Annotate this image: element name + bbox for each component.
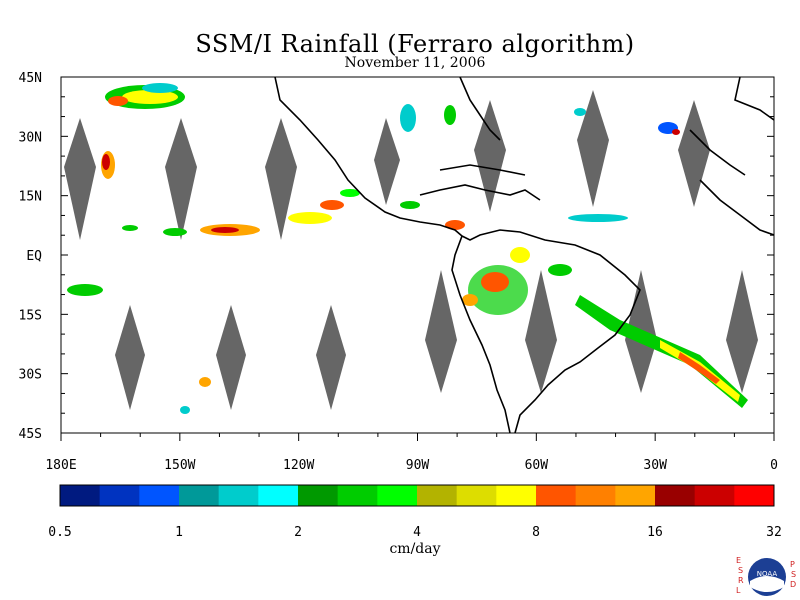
colorbar-tick-label: 8 xyxy=(532,525,540,540)
colorbar-swatch xyxy=(694,485,735,506)
colorbar-swatch xyxy=(218,485,259,506)
logo-letter: S xyxy=(791,570,797,579)
swath-gap xyxy=(577,90,609,207)
swath-gap xyxy=(678,100,710,207)
colorbar-tick-label: 0.5 xyxy=(48,525,71,540)
logo-letter: R xyxy=(738,576,744,585)
latitude-label: 45S xyxy=(19,427,42,442)
latitude-label: 15S xyxy=(19,308,42,323)
colorbar-swatch xyxy=(99,485,140,506)
latitude-label: EQ xyxy=(26,249,42,264)
latitude-label: 15N xyxy=(19,190,42,205)
colorbar-swatch xyxy=(258,485,299,506)
map-title: SSM/I Rainfall (Ferraro algorithm) xyxy=(195,30,635,58)
coastlines xyxy=(274,77,774,433)
swath-gap xyxy=(265,118,297,240)
swath-gap xyxy=(64,118,96,240)
swath-gap xyxy=(115,305,145,410)
colorbar-swatch xyxy=(615,485,656,506)
esrl-psd-logo: E S R L NOAA P S D xyxy=(734,555,798,599)
swath-gap xyxy=(425,270,457,393)
colorbar-swatch xyxy=(179,485,220,506)
latitude-label: 30S xyxy=(19,368,42,383)
longitude-label: 150W xyxy=(164,458,195,473)
colorbar-tick-label: 32 xyxy=(766,525,782,540)
colorbar-swatch xyxy=(298,485,339,506)
colorbar-tick-label: 1 xyxy=(175,525,183,540)
longitude-label: 30W xyxy=(643,458,667,473)
longitude-label: 180E xyxy=(45,458,76,473)
colorbar-swatch xyxy=(496,485,537,506)
colorbar-swatch xyxy=(60,485,101,506)
colorbar-swatch xyxy=(734,485,775,506)
latitude-labels: 45N 30N 15N EQ 15S 30S 45S xyxy=(19,71,43,442)
colorbar xyxy=(59,484,775,507)
colorbar-tick-label: 2 xyxy=(294,525,302,540)
swath-gap xyxy=(474,100,506,212)
swath-gap xyxy=(165,118,197,240)
rainfall-areas xyxy=(67,83,748,414)
map-date: November 11, 2006 xyxy=(344,55,486,71)
noaa-badge-icon: NOAA xyxy=(748,558,786,596)
logo-letter: P xyxy=(790,560,795,569)
logo-letter: D xyxy=(790,580,797,589)
swath-gap xyxy=(525,270,557,393)
longitude-label: 90W xyxy=(406,458,430,473)
longitude-labels: 180E 150W 120W 90W 60W 30W 0 xyxy=(45,458,778,473)
latitude-label: 30N xyxy=(19,130,42,145)
colorbar-swatch xyxy=(139,485,180,506)
swath-gap xyxy=(374,118,400,205)
colorbar-swatch xyxy=(655,485,696,506)
colorbar-swatch xyxy=(337,485,378,506)
swath-gap xyxy=(316,305,346,410)
axis-ticks xyxy=(60,76,775,441)
latitude-label: 45N xyxy=(19,71,42,86)
longitude-label: 0 xyxy=(770,458,778,473)
colorbar-tick-label: 4 xyxy=(413,525,421,540)
swath-gap xyxy=(726,270,758,393)
colorbar-swatch xyxy=(575,485,616,506)
logo-letter: E xyxy=(736,556,742,565)
colorbar-swatch xyxy=(377,485,418,506)
noaa-badge-text: NOAA xyxy=(757,570,778,578)
colorbar-frame xyxy=(59,484,775,507)
colorbar-units: cm/day xyxy=(389,541,441,557)
map-plot-area xyxy=(61,77,774,433)
longitude-label: 120W xyxy=(283,458,314,473)
logo-letter: L xyxy=(736,586,741,595)
swath-gap xyxy=(216,305,246,410)
missing-swath-gaps xyxy=(64,90,758,410)
longitude-label: 60W xyxy=(525,458,549,473)
logo-letter: S xyxy=(738,566,744,575)
colorbar-swatch xyxy=(536,485,577,506)
colorbar-tick-label: 16 xyxy=(647,525,663,540)
colorbar-tick-labels: 0.5 1 2 4 8 16 32 xyxy=(48,525,782,540)
colorbar-swatch xyxy=(456,485,497,506)
colorbar-swatch xyxy=(417,485,458,506)
